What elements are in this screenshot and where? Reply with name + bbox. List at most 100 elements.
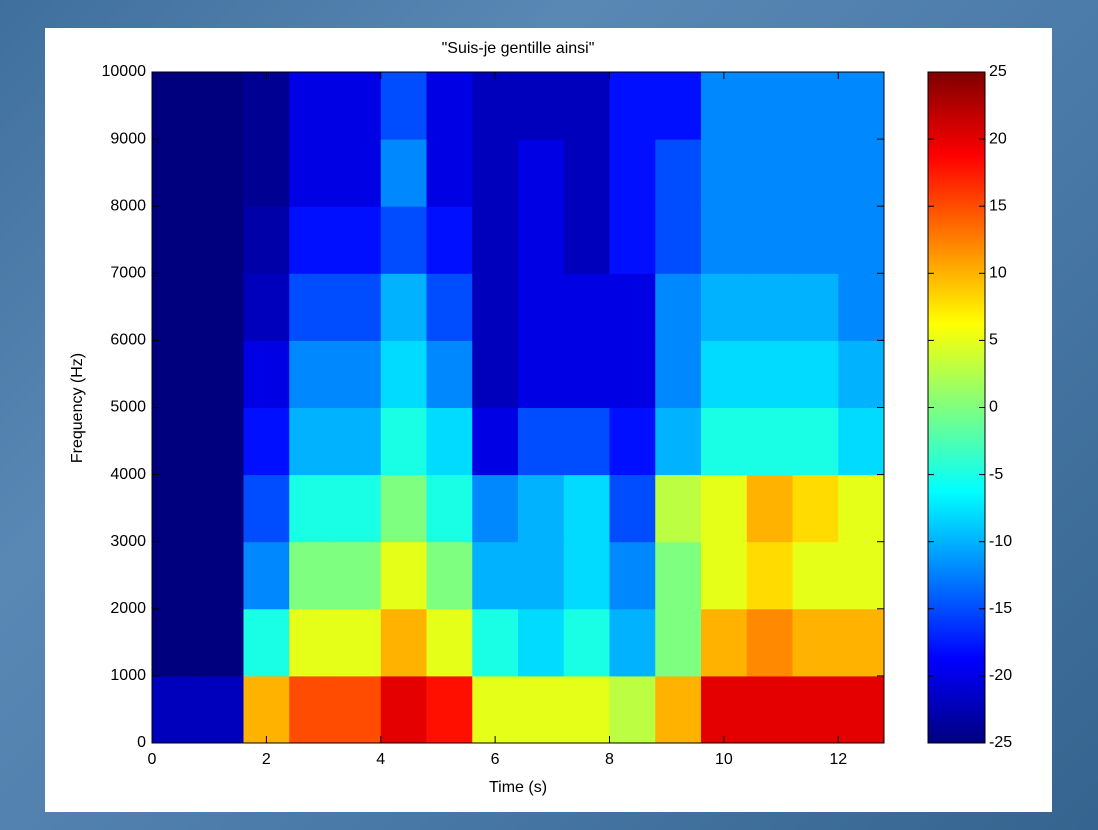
colorbar-tick-label: 5: [989, 332, 998, 349]
x-tick-label: 10: [715, 751, 733, 768]
cell: [472, 474, 519, 543]
x-axis-label: Time (s): [489, 779, 547, 796]
cell: [243, 206, 290, 274]
cell: [655, 206, 702, 274]
cell: [792, 675, 839, 744]
colorbar-tick-label: -20: [989, 667, 1012, 684]
cell: [243, 72, 290, 140]
cell: [426, 273, 473, 341]
cell: [838, 675, 885, 744]
cell: [701, 139, 748, 207]
cell: [701, 407, 748, 476]
cell: [655, 72, 702, 140]
cell: [518, 139, 565, 207]
cell: [746, 541, 793, 610]
cell: [472, 541, 519, 610]
cell: [426, 675, 473, 744]
cell: [152, 139, 199, 207]
cell: [380, 139, 427, 207]
y-tick-label: 0: [137, 734, 146, 751]
x-tick-label: 4: [376, 751, 385, 768]
y-tick-label: 6000: [110, 332, 146, 349]
cell: [655, 474, 702, 543]
cell: [609, 273, 656, 341]
cell: [518, 541, 565, 610]
cell: [197, 407, 244, 476]
colorbar: [927, 71, 986, 744]
cell: [701, 273, 748, 341]
cell: [289, 474, 336, 543]
cell: [472, 206, 519, 274]
cell: [335, 273, 382, 341]
cell: [655, 541, 702, 610]
x-tick-label: 6: [491, 751, 500, 768]
cell: [197, 608, 244, 677]
cell: [335, 340, 382, 408]
cell: [792, 273, 839, 341]
y-tick-label: 9000: [110, 130, 146, 147]
cell: [518, 474, 565, 543]
cell: [746, 72, 793, 140]
y-tick-label: 8000: [110, 197, 146, 214]
cell: [792, 407, 839, 476]
cell: [289, 206, 336, 274]
cell: [243, 139, 290, 207]
cell: [838, 273, 885, 341]
y-tick-label: 3000: [110, 533, 146, 550]
cell: [838, 72, 885, 140]
colorbar-tick-label: -5: [989, 466, 1003, 483]
cell: [746, 675, 793, 744]
cell: [609, 407, 656, 476]
cell: [335, 206, 382, 274]
cell: [518, 273, 565, 341]
cell: [197, 206, 244, 274]
cell: [563, 474, 610, 543]
cell: [746, 273, 793, 341]
cell: [655, 340, 702, 408]
x-tick-label: 8: [605, 751, 614, 768]
cell: [152, 608, 199, 677]
cell: [838, 474, 885, 543]
cell: [701, 206, 748, 274]
cell: [335, 675, 382, 744]
cell: [563, 407, 610, 476]
colorbar-tick-label: -10: [989, 533, 1012, 550]
cell: [152, 72, 199, 140]
cell: [746, 340, 793, 408]
cell: [426, 541, 473, 610]
cell: [426, 340, 473, 408]
y-tick-label: 5000: [110, 399, 146, 416]
cell: [746, 206, 793, 274]
colorbar-tick-label: 10: [989, 265, 1007, 282]
cell: [197, 72, 244, 140]
cell: [197, 675, 244, 744]
cell: [518, 407, 565, 476]
cell: [701, 541, 748, 610]
cell: [472, 273, 519, 341]
cell: [380, 675, 427, 744]
y-tick-label: 10000: [102, 63, 147, 80]
cell: [701, 340, 748, 408]
cell: [655, 273, 702, 341]
cell: [243, 273, 290, 341]
cell: [563, 541, 610, 610]
cell: [152, 273, 199, 341]
cell: [380, 206, 427, 274]
cell: [426, 608, 473, 677]
cell: [792, 139, 839, 207]
cell: [563, 608, 610, 677]
cell: [380, 273, 427, 341]
y-axis-label: Frequency (Hz): [69, 353, 86, 463]
cell: [701, 608, 748, 677]
cell: [380, 608, 427, 677]
cell: [746, 139, 793, 207]
cell: [563, 72, 610, 140]
cell: [472, 72, 519, 140]
y-tick-label: 4000: [110, 466, 146, 483]
cell: [197, 474, 244, 543]
cell: [289, 541, 336, 610]
cell: [563, 340, 610, 408]
cell: [838, 340, 885, 408]
cell: [838, 608, 885, 677]
